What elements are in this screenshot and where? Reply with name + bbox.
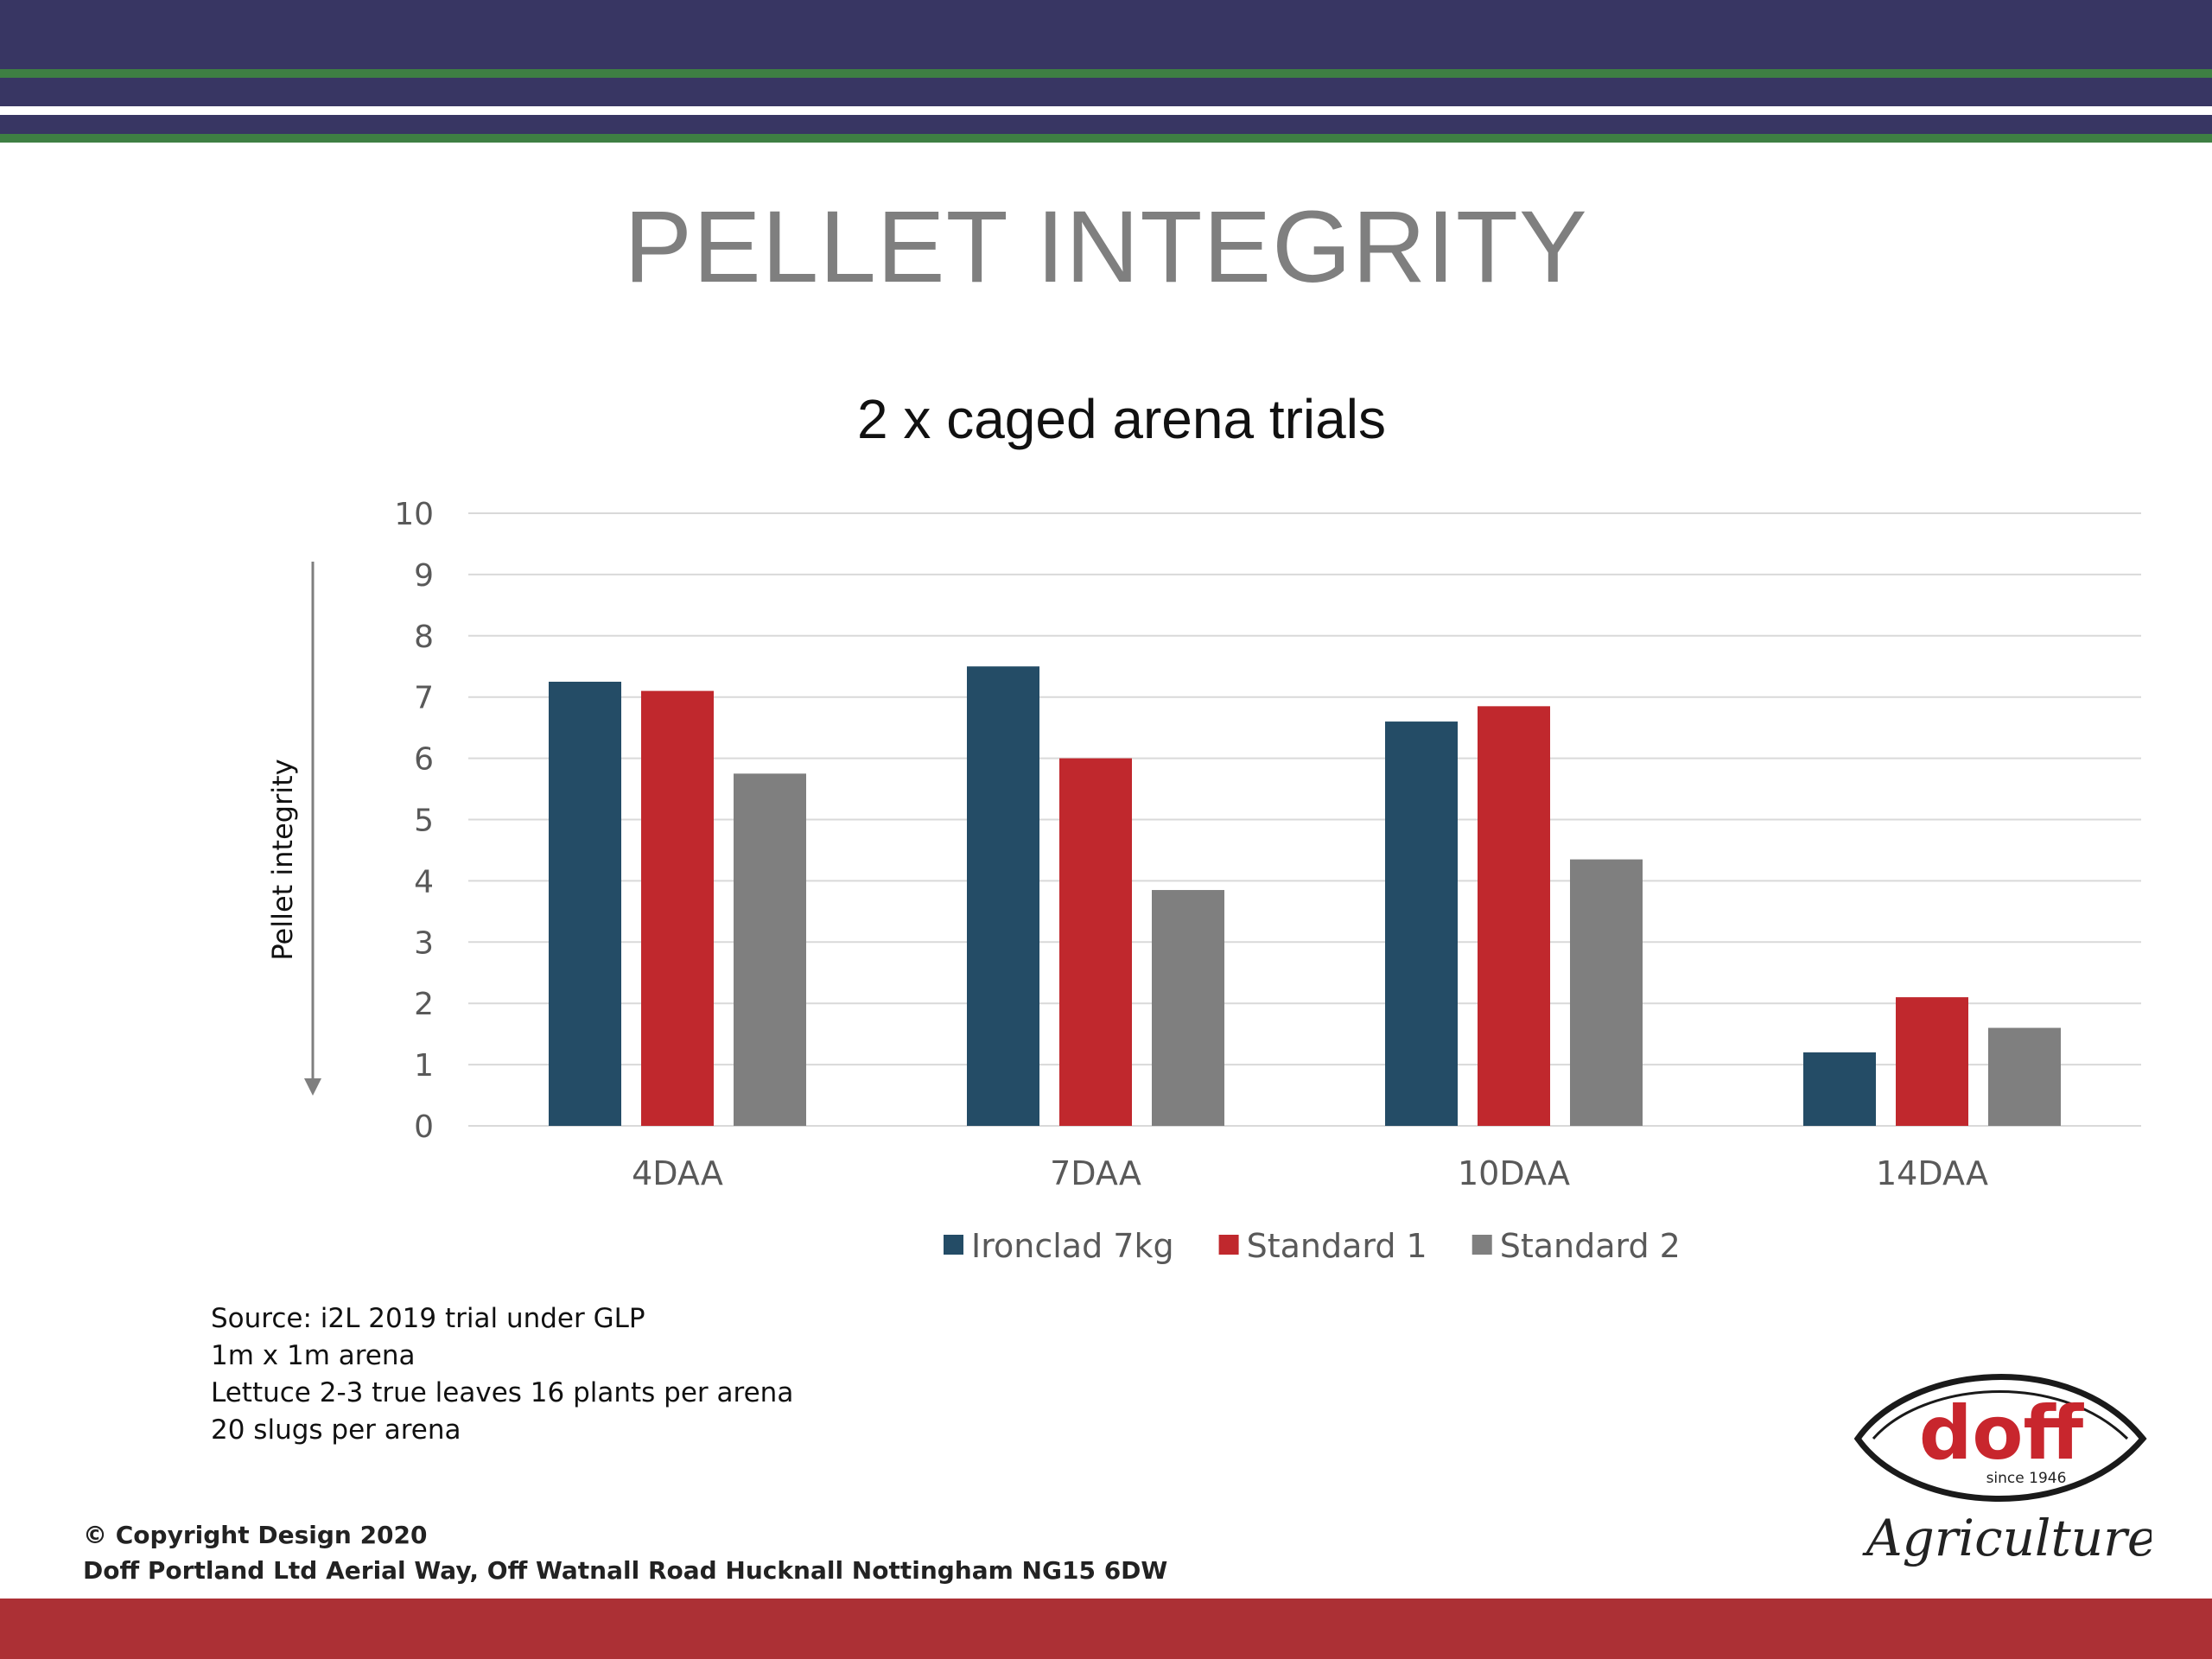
- bar: [1988, 1027, 2061, 1126]
- note-line: 20 slugs per arena: [211, 1414, 461, 1446]
- bars: [549, 666, 2061, 1126]
- header-band-navy-3: [0, 115, 2212, 134]
- y-axis-arrow: [304, 562, 321, 1096]
- logo-eye-shape: [1853, 1374, 2147, 1502]
- note-line: Lettuce 2-3 true leaves 16 plants per ar…: [211, 1377, 794, 1408]
- y-tick-label: 5: [414, 804, 434, 839]
- y-tick-label: 6: [414, 742, 434, 778]
- bar: [1803, 1052, 1876, 1126]
- y-tick-label: 1: [414, 1048, 434, 1084]
- legend-swatch: [944, 1235, 963, 1255]
- note-line: Source: i2L 2019 trial under GLP: [211, 1303, 645, 1334]
- y-tick-label: 4: [414, 864, 434, 899]
- footer-band-red: [0, 1599, 2212, 1659]
- doff-agriculture-logo: doff since 1946 Agriculture: [1853, 1374, 2152, 1567]
- bar: [1478, 706, 1550, 1126]
- bar: [1152, 890, 1224, 1126]
- header-stripe-green-2: [0, 134, 2212, 143]
- note-line: 1m x 1m arena: [211, 1340, 416, 1371]
- logo-tagline: Agriculture: [1862, 1509, 2152, 1567]
- trial-notes: Source: i2L 2019 trial under GLP 1m x 1m…: [211, 1300, 793, 1449]
- x-tick-label: 10DAA: [1458, 1154, 1570, 1192]
- legend-label: Standard 2: [1500, 1227, 1681, 1265]
- y-tick-label: 3: [414, 925, 434, 961]
- y-tick-label: 10: [394, 497, 434, 532]
- bar: [549, 681, 621, 1126]
- footer-text: © Copyright Design 2020 Doff Portland Lt…: [83, 1517, 1167, 1588]
- copyright-text: © Copyright Design 2020: [83, 1521, 428, 1549]
- y-tick-label: 8: [414, 620, 434, 655]
- y-axis-ticks: 0 1 2 3 4 5 6 7 8 9 10: [394, 497, 434, 1145]
- header-stripe-white: [0, 106, 2212, 115]
- legend-swatch: [1218, 1235, 1239, 1255]
- bar: [1385, 721, 1458, 1126]
- bar: [1059, 758, 1132, 1126]
- legend: Ironclad 7kg Standard 1 Standard 2: [944, 1227, 1681, 1265]
- bar: [967, 666, 1039, 1126]
- x-tick-label: 14DAA: [1876, 1154, 1988, 1192]
- gridlines: [468, 512, 2141, 1127]
- legend-label: Standard 1: [1247, 1227, 1427, 1265]
- y-tick-label: 7: [414, 681, 434, 716]
- legend-swatch: [1471, 1235, 1492, 1255]
- bar-chart: 0 1 2 3 4 5 6 7 8 9 10 4DAA 7DAA 10DAA 14DAA Ironclad…: [266, 497, 2141, 1265]
- logo-since: since 1946: [1986, 1470, 2067, 1487]
- header-band-navy: [0, 0, 2212, 69]
- y-axis-label: Pellet integrity: [266, 759, 299, 960]
- bar: [1570, 859, 1643, 1126]
- chart-title: 2 x caged arena trials: [857, 388, 1386, 450]
- bar: [641, 690, 714, 1126]
- legend-label: Ironclad 7kg: [971, 1227, 1174, 1265]
- header-stripe-green: [0, 69, 2212, 78]
- bar: [1896, 997, 1968, 1126]
- x-tick-label: 4DAA: [632, 1154, 723, 1192]
- x-tick-label: 7DAA: [1050, 1154, 1141, 1192]
- x-axis-ticks: 4DAA 7DAA 10DAA 14DAA: [632, 1154, 1988, 1192]
- address-text: Doff Portland Ltd Aerial Way, Off Watnal…: [83, 1556, 1168, 1585]
- header-band-navy-2: [0, 78, 2212, 106]
- logo-word: doff: [1919, 1390, 2085, 1477]
- y-tick-label: 2: [414, 987, 434, 1022]
- bar: [734, 773, 806, 1126]
- slide-title: PELLET INTEGRITY: [624, 190, 1588, 304]
- y-tick-label: 9: [414, 558, 434, 594]
- y-tick-label: 0: [414, 1109, 434, 1145]
